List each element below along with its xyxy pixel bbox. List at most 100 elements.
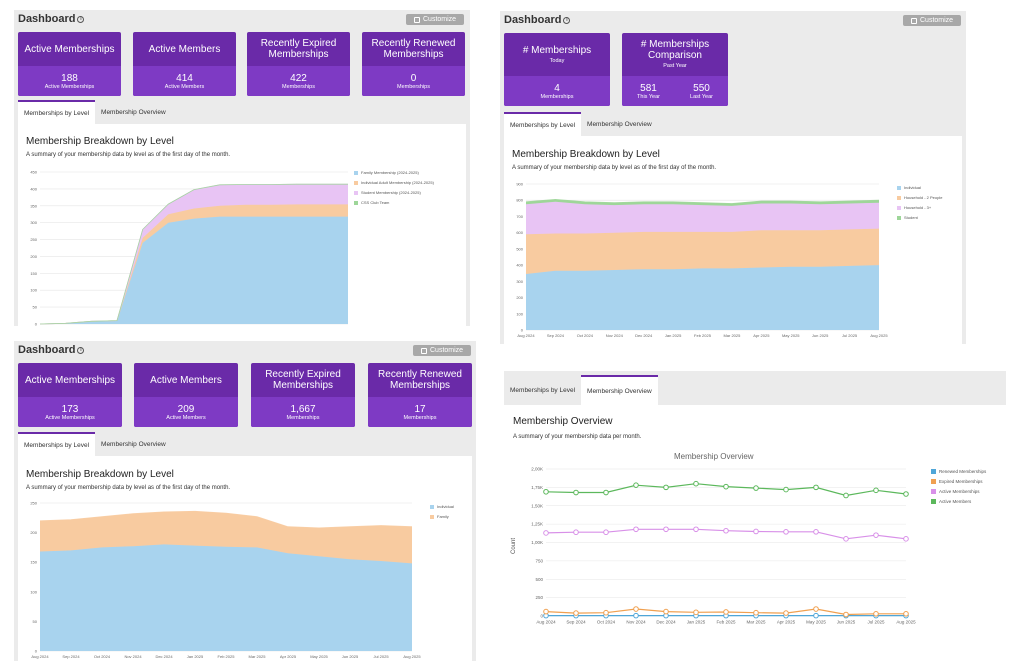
card-label: Active Memberships xyxy=(45,414,95,421)
customize-button[interactable]: Customize xyxy=(413,345,472,356)
legend-swatch xyxy=(931,479,936,484)
tab-memberships-by-level[interactable]: Memberships by Level xyxy=(504,112,582,136)
x-tick-label: Aug 2024 xyxy=(536,620,556,625)
y-tick-label: 100 xyxy=(30,288,37,293)
x-tick-label: Aug 2024 xyxy=(31,654,49,659)
tab-membership-overview[interactable]: Membership Overview xyxy=(581,375,658,405)
y-tick-label: 0 xyxy=(35,649,38,654)
area-series xyxy=(40,544,412,651)
y-tick-label: 0 xyxy=(540,614,543,619)
legend-swatch xyxy=(354,171,358,175)
data-point xyxy=(543,530,549,536)
customize-button[interactable]: Customize xyxy=(903,15,962,26)
x-tick-label: Feb 2025 xyxy=(716,620,736,625)
x-tick-label: May 2025 xyxy=(782,333,800,338)
tab-membership-overview[interactable]: Membership Overview xyxy=(95,432,172,456)
y-tick-label: 250 xyxy=(30,501,37,506)
recently-expired-card: Recently Expired Memberships 1,667 Member… xyxy=(251,363,355,427)
y-tick-label: 600 xyxy=(516,230,523,235)
data-point xyxy=(573,529,579,536)
card-title: Recently Expired Memberships xyxy=(260,38,337,60)
x-tick-label: Dec 2024 xyxy=(155,654,173,659)
legend-label: Active Memberships xyxy=(939,489,980,494)
info-icon[interactable]: i xyxy=(563,16,571,24)
tab-memberships-by-level[interactable]: Memberships by Level xyxy=(18,100,96,124)
memberships-comparison-card: # Memberships Comparison Past Year 581 Thi… xyxy=(622,33,728,106)
data-point xyxy=(873,532,879,538)
card-title: Recently Expired Memberships xyxy=(265,369,341,391)
legend-swatch xyxy=(897,216,901,220)
card-label: This Year xyxy=(637,93,660,100)
area-series-line xyxy=(525,198,880,204)
y-tick-label: 100 xyxy=(516,311,523,316)
x-tick-label: Sep 2024 xyxy=(566,620,586,625)
card-title: Active Memberships xyxy=(24,43,115,55)
data-point xyxy=(783,529,789,535)
tab-membership-overview[interactable]: Membership Overview xyxy=(581,112,658,136)
data-point xyxy=(633,482,639,488)
data-point xyxy=(573,610,579,616)
area-series xyxy=(40,511,412,564)
chart-title: Membership Overview xyxy=(513,416,613,427)
edit-icon xyxy=(414,16,420,23)
y-tick-label: 0 xyxy=(35,322,38,327)
y-tick-label: 200 xyxy=(30,254,37,259)
x-tick-label: Jun 2025 xyxy=(812,333,829,338)
tab-memberships-by-level[interactable]: Memberships by Level xyxy=(504,375,582,405)
data-point xyxy=(813,529,819,535)
x-tick-label: Apr 2025 xyxy=(777,620,796,625)
dashboard-panel-a: Dashboard i Customize Active Memberships… xyxy=(14,10,470,326)
legend-label: Family Membership (2024-2025) xyxy=(361,170,419,175)
membership-overview-chart: 0 250 500 750 1,00K 1,25K 1,50K 1,75K 2,00K Aug 2… xyxy=(531,467,987,625)
data-point xyxy=(843,492,849,499)
data-point xyxy=(843,611,849,618)
area-series xyxy=(526,228,879,274)
x-tick-label: Oct 2024 xyxy=(577,333,594,338)
x-tick-label: Feb 2025 xyxy=(694,333,712,338)
y-tick-label: 2,00K xyxy=(531,467,543,472)
area-series xyxy=(526,201,879,235)
info-icon[interactable]: i xyxy=(77,15,85,23)
data-point xyxy=(813,612,819,619)
x-tick-label: Dec 2024 xyxy=(635,333,653,338)
tab-memberships-by-level[interactable]: Memberships by Level xyxy=(18,432,96,456)
legend-swatch xyxy=(354,181,358,185)
x-tick-label: May 2025 xyxy=(806,620,826,625)
y-tick-label: 150 xyxy=(30,560,37,565)
y-tick-label: 100 xyxy=(30,589,37,594)
x-tick-label: Dec 2024 xyxy=(656,620,676,625)
y-tick-label: 350 xyxy=(30,203,37,208)
legend-swatch xyxy=(430,505,434,509)
overview-panel-d: Memberships by Level Membership Overview… xyxy=(504,371,1006,630)
recently-renewed-card: Recently Renewed Memberships 0 Membership… xyxy=(362,32,465,96)
x-tick-label: Jan 2025 xyxy=(665,333,682,338)
tab-membership-overview[interactable]: Membership Overview xyxy=(95,100,172,124)
data-point xyxy=(873,487,879,494)
data-point xyxy=(543,488,549,495)
data-point xyxy=(603,609,609,616)
area-series xyxy=(40,216,348,324)
customize-button[interactable]: Customize xyxy=(406,14,465,25)
legend-swatch xyxy=(430,515,434,519)
chart-subtitle: A summary of your membership data by lev… xyxy=(26,485,231,491)
data-point xyxy=(813,606,819,612)
card-label: Memberships xyxy=(403,414,437,421)
data-point xyxy=(843,536,849,542)
x-tick-label: Mar 2025 xyxy=(723,333,741,338)
y-tick-label: 800 xyxy=(516,198,523,203)
data-point xyxy=(663,484,669,491)
legend-label: Household - 2 People xyxy=(904,195,943,200)
data-point xyxy=(633,526,639,533)
active-memberships-card: Active Memberships 188 Active Memberships xyxy=(18,32,121,96)
legend-label: Active Members xyxy=(939,499,972,504)
data-point xyxy=(873,610,879,617)
card-sub: Past Year xyxy=(663,63,687,70)
data-point xyxy=(633,606,639,612)
legend-label: Student Membership (2024-2025) xyxy=(361,190,421,195)
card-value: 0 xyxy=(410,72,417,84)
info-icon[interactable]: i xyxy=(77,346,85,354)
y-tick-label: 700 xyxy=(516,214,523,219)
y-tick-label: 500 xyxy=(516,246,523,251)
card-label: Memberships xyxy=(540,93,574,100)
